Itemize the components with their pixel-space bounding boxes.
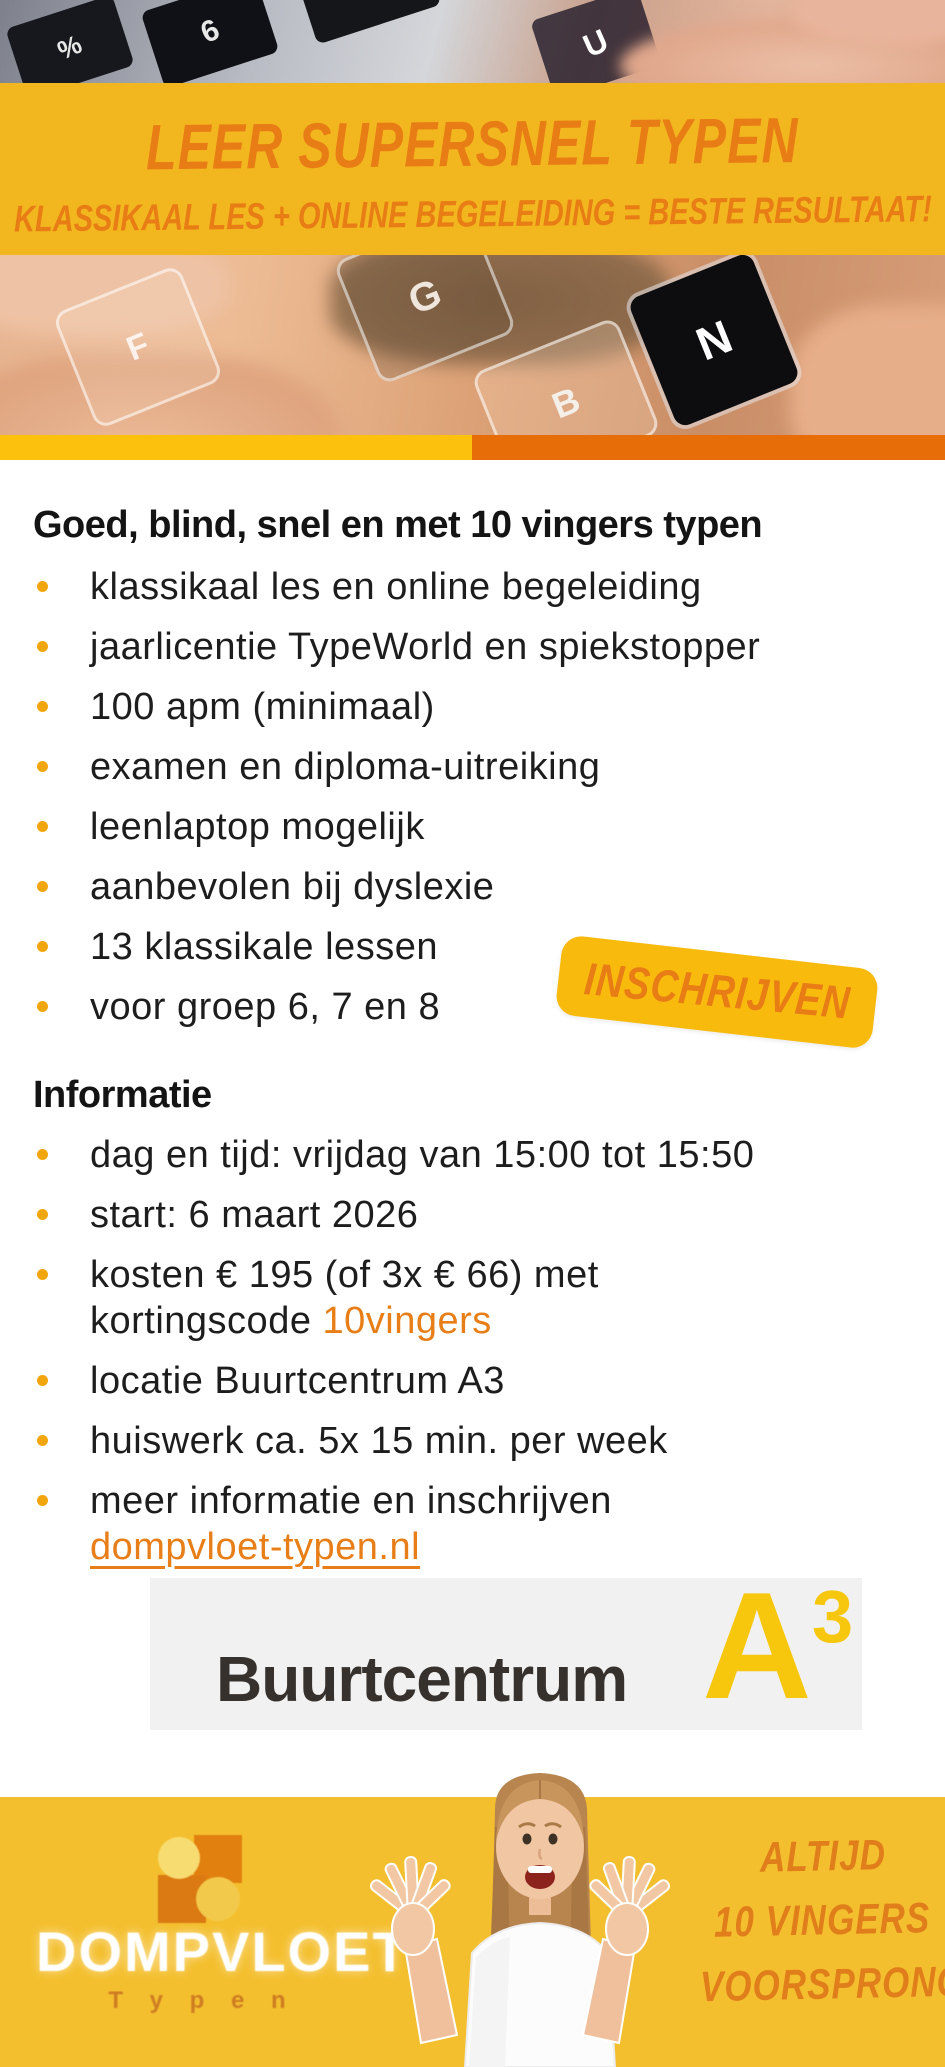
tagline-line-3: VOORSPRONG: [699, 1957, 945, 2011]
bullet-item: voor groep 6, 7 en 8: [33, 984, 760, 1030]
banner-title: LEER SUPERSNEL TYPEN: [145, 104, 799, 184]
keyboard-photo-mid: F G B N: [0, 255, 945, 435]
bullet-item: start: 6 maart 2026: [33, 1192, 754, 1238]
bullet-icon: [37, 941, 48, 952]
buurtcentrum-logo: Buurtcentrum A 3: [150, 1570, 862, 1730]
bullet-icon: [37, 1001, 48, 1012]
bullet-icon: [37, 641, 48, 652]
section-heading-informatie: Informatie: [33, 1074, 212, 1116]
finger-blur: [790, 305, 945, 435]
header-banner: LEER SUPERSNEL TYPEN KLASSIKAAL LES + ON…: [0, 83, 945, 255]
bullet-item: 13 klassikale lessen: [33, 924, 760, 970]
discount-code: 10vingers: [322, 1300, 492, 1342]
bullet-item: jaarlicentie TypeWorld en spiekstopper: [33, 624, 760, 670]
website-link[interactable]: dompvloet-typen.nl: [90, 1526, 421, 1568]
section-heading-goed: Goed, blind, snel en met 10 vingers type…: [33, 504, 763, 546]
buurtcentrum-logo-superscript: 3: [812, 1575, 854, 1658]
keyboard-key-six: 6: [140, 0, 280, 83]
bullet-icon: [37, 1269, 48, 1280]
footer-tagline: ALTIJD 10 VINGERS VOORSPRONG: [700, 1825, 945, 2017]
footer-banner: DOMPVLOET T y p e n: [0, 1773, 945, 2067]
keyboard-key-blank: [298, 0, 442, 45]
keyboard-key-percent: %: [5, 0, 135, 83]
bullet-icon: [37, 761, 48, 772]
dompvloet-logo-subtext: T y p e n: [108, 1987, 296, 2014]
bullet-icon: [37, 1209, 48, 1220]
finger-blur: [0, 255, 230, 335]
inschrijven-label: INSCHRIJVEN: [581, 954, 853, 1029]
bullet-item: kosten € 195 (of 3x € 66) met kortingscod…: [33, 1252, 754, 1344]
banner-subtitle: KLASSIKAAL LES + ONLINE BEGELEIDING = BE…: [13, 189, 932, 241]
dompvloet-logo-text: DOMPVLOET: [36, 1920, 409, 1983]
bullet-icon: [37, 581, 48, 592]
buurtcentrum-logo-letter: A: [702, 1561, 812, 1731]
bullet-icon: [37, 1495, 48, 1506]
dompvloet-logo-icon: [158, 1835, 242, 1923]
divider-bar: [0, 435, 945, 460]
bullet-icon: [37, 881, 48, 892]
bullet-item: locatie Buurtcentrum A3: [33, 1358, 754, 1404]
buurtcentrum-logo-name: Buurtcentrum: [216, 1643, 628, 1715]
bullet-icon: [37, 701, 48, 712]
bullet-item: examen en diploma-uitreiking: [33, 744, 760, 790]
bullet-item: leenlaptop mogelijk: [33, 804, 760, 850]
divider-orange: [472, 435, 945, 460]
bullet-item: 100 apm (minimaal): [33, 684, 760, 730]
bullet-icon: [37, 1149, 48, 1160]
main-content: Goed, blind, snel en met 10 vingers type…: [0, 460, 945, 1797]
bullet-item: aanbevolen bij dyslexie: [33, 864, 760, 910]
keyboard-photo-top: % 6 U: [0, 0, 945, 83]
bullet-item: huiswerk ca. 5x 15 min. per week: [33, 1418, 754, 1464]
bullet-item: klassikaal les en online begeleiding: [33, 564, 760, 610]
bullet-icon: [37, 1435, 48, 1446]
bullet-item: dag en tijd: vrijdag van 15:00 tot 15:50: [33, 1132, 754, 1178]
girl-photo: [369, 1773, 671, 2067]
bullet-icon: [37, 1375, 48, 1386]
info-bullet-list: dag en tijd: vrijdag van 15:00 tot 15:50…: [33, 1132, 754, 1584]
goed-bullet-list: klassikaal les en online begeleiding jaa…: [33, 564, 760, 1044]
bullet-icon: [37, 821, 48, 832]
divider-yellow: [0, 435, 472, 460]
bullet-item: meer informatie en inschrijven dompvloet-…: [33, 1478, 754, 1570]
photo-shadow: [330, 255, 670, 365]
